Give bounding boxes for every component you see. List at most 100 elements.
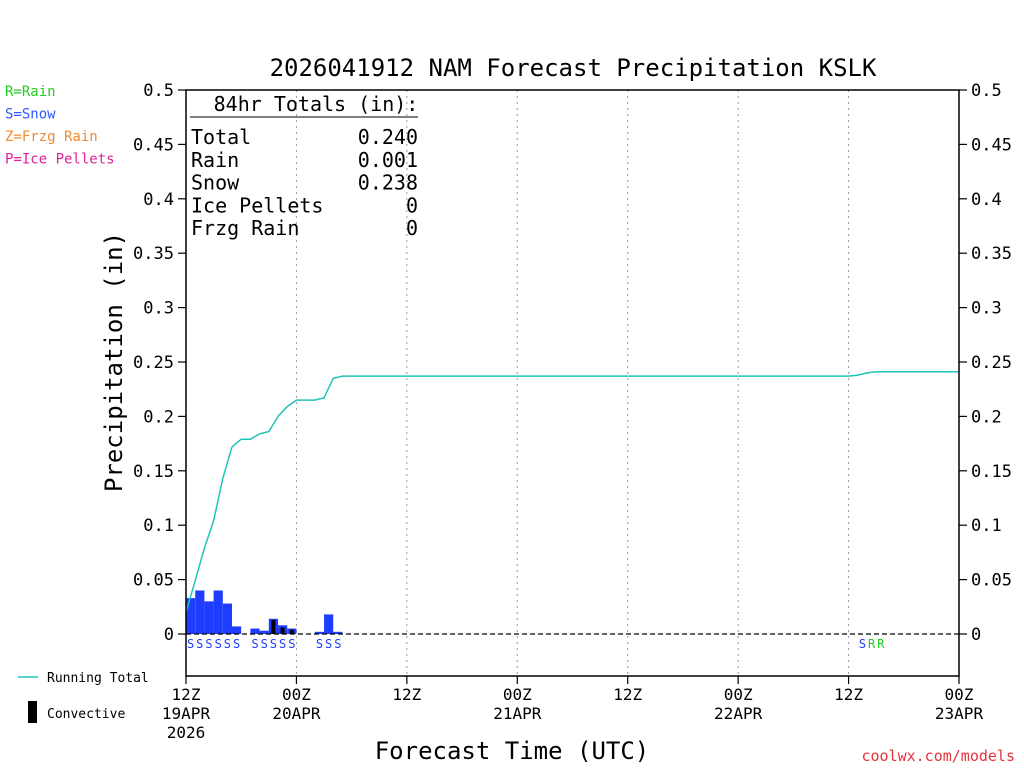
totals-value-2: 0.238 [358, 171, 418, 195]
y-tick-label-left-9: 0.45 [133, 135, 174, 155]
convective-bar-1 [280, 627, 285, 634]
type-legend-0: R=Rain [5, 84, 56, 100]
running-total-legend-label: Running Total [47, 671, 149, 686]
type-legend-1: S=Snow [5, 107, 56, 123]
type-marker-4: S [224, 637, 231, 651]
y-tick-label-left-0: 0 [164, 625, 174, 645]
precip-type-legend: R=Rain S=Snow Z=Frzg Rain P=Ice Pellets [5, 84, 115, 168]
y-axis-label: Precipitation (in) [100, 232, 128, 492]
x-tick-label-1: 00Z [282, 685, 311, 704]
y-axis-right: 0 0.05 0.1 0.15 0.2 0.25 0.3 0.35 0.4 0.45 0.5 [959, 81, 1012, 645]
y-tick-label-left-10: 0.5 [143, 81, 174, 101]
y-tick-label-left-1: 0.05 [133, 571, 174, 591]
y-tick-label-right-10: 0.5 [971, 81, 1002, 101]
precip-bar-5 [232, 626, 242, 634]
totals-label-2: Snow [191, 171, 240, 195]
y-tick-label-right-2: 0.1 [971, 516, 1002, 536]
y-axis-left: 0 0.05 0.1 0.15 0.2 0.25 0.3 0.35 0.4 0.45 0.5 [133, 81, 186, 645]
x-tick-label-6: 12Z [834, 685, 863, 704]
precip-bar-2 [204, 601, 214, 634]
y-tick-label-left-4: 0.2 [143, 407, 174, 427]
y-tick-label-left-6: 0.3 [143, 299, 174, 319]
x-tick-year-0: 2026 [167, 723, 206, 742]
precip-bar-1 [195, 590, 205, 634]
y-tick-label-right-5: 0.25 [971, 353, 1012, 373]
convective-bars [271, 619, 294, 634]
type-marker-16: R [877, 637, 885, 651]
y-tick-label-left-7: 0.35 [133, 244, 174, 264]
hourly-precip-bars [186, 590, 343, 634]
type-legend-3: P=Ice Pellets [5, 152, 115, 168]
y-tick-label-left-3: 0.15 [133, 462, 174, 482]
x-tick-label-2: 12Z [392, 685, 421, 704]
convective-bar-0 [271, 619, 276, 634]
y-tick-label-right-3: 0.15 [971, 462, 1012, 482]
precip-bar-4 [222, 603, 233, 634]
vertical-gridlines [295, 90, 850, 676]
x-tick-label-4: 12Z [613, 685, 642, 704]
type-marker-14: S [859, 637, 866, 651]
type-marker-13: S [334, 637, 341, 651]
totals-label-0: Total [191, 125, 251, 149]
y-tick-label-right-7: 0.35 [971, 244, 1012, 264]
precip-bar-6 [250, 628, 260, 634]
type-marker-2: S [205, 637, 212, 651]
x-tick-date-5: 22APR [714, 704, 763, 723]
totals-label-4: Frzg Rain [191, 216, 299, 240]
type-marker-5: S [233, 637, 240, 651]
plot-frame [185, 89, 960, 677]
x-tick-date-7: 23APR [935, 704, 984, 723]
type-marker-3: S [215, 637, 222, 651]
x-tick-label-3: 00Z [503, 685, 532, 704]
totals-label-3: Ice Pellets [191, 193, 323, 217]
site-watermark: coolwx.com/models [861, 747, 1015, 765]
type-marker-9: S [279, 637, 286, 651]
x-tick-date-0: 19APR [162, 704, 211, 723]
totals-heading: 84hr Totals (in): [214, 92, 419, 116]
precip-bar-3 [213, 590, 223, 634]
type-marker-7: S [261, 637, 268, 651]
y-tick-label-right-6: 0.3 [971, 299, 1002, 319]
totals-value-4: 0 [406, 216, 418, 240]
x-tick-label-7: 00Z [945, 685, 974, 704]
totals-value-0: 0.240 [358, 125, 418, 149]
totals-box: 84hr Totals (in): Total 0.240 Rain 0.001 Snow… [190, 92, 418, 240]
type-marker-11: S [316, 637, 323, 651]
y-tick-label-left-2: 0.1 [143, 516, 174, 536]
precip-bar-0 [186, 598, 196, 634]
convective-legend-swatch [28, 701, 37, 723]
type-marker-15: R [868, 637, 876, 651]
y-tick-label-right-1: 0.05 [971, 571, 1012, 591]
y-tick-label-right-4: 0.2 [971, 407, 1002, 427]
type-marker-1: S [196, 637, 203, 651]
convective-legend-label: Convective [47, 707, 125, 722]
series-legend: Running Total Convective [18, 671, 149, 723]
totals-label-1: Rain [191, 148, 239, 172]
type-legend-2: Z=Frzg Rain [5, 129, 98, 145]
y-tick-label-right-0: 0 [971, 625, 981, 645]
y-tick-label-left-5: 0.25 [133, 353, 174, 373]
x-tick-date-3: 21APR [493, 704, 542, 723]
y-tick-label-right-8: 0.4 [971, 190, 1002, 210]
y-tick-label-right-9: 0.45 [971, 135, 1012, 155]
convective-bar-2 [289, 629, 294, 634]
y-tick-label-left-8: 0.4 [143, 190, 174, 210]
chart-title: 2026041912 NAM Forecast Precipitation KS… [270, 54, 877, 82]
type-marker-8: S [270, 637, 277, 651]
precip-bar-12 [324, 614, 334, 634]
precip-bar-13 [333, 631, 343, 634]
totals-value-3: 0 [406, 193, 418, 217]
running-total-line [185, 371, 959, 613]
type-marker-12: S [325, 637, 332, 651]
type-marker-6: S [251, 637, 258, 651]
type-marker-0: S [187, 637, 194, 651]
x-axis-label: Forecast Time (UTC) [375, 737, 650, 765]
x-tick-label-0: 12Z [172, 685, 201, 704]
totals-value-1: 0.001 [358, 148, 418, 172]
x-tick-date-1: 20APR [272, 704, 321, 723]
type-marker-10: S [288, 637, 295, 651]
precip-bar-11 [314, 631, 325, 634]
